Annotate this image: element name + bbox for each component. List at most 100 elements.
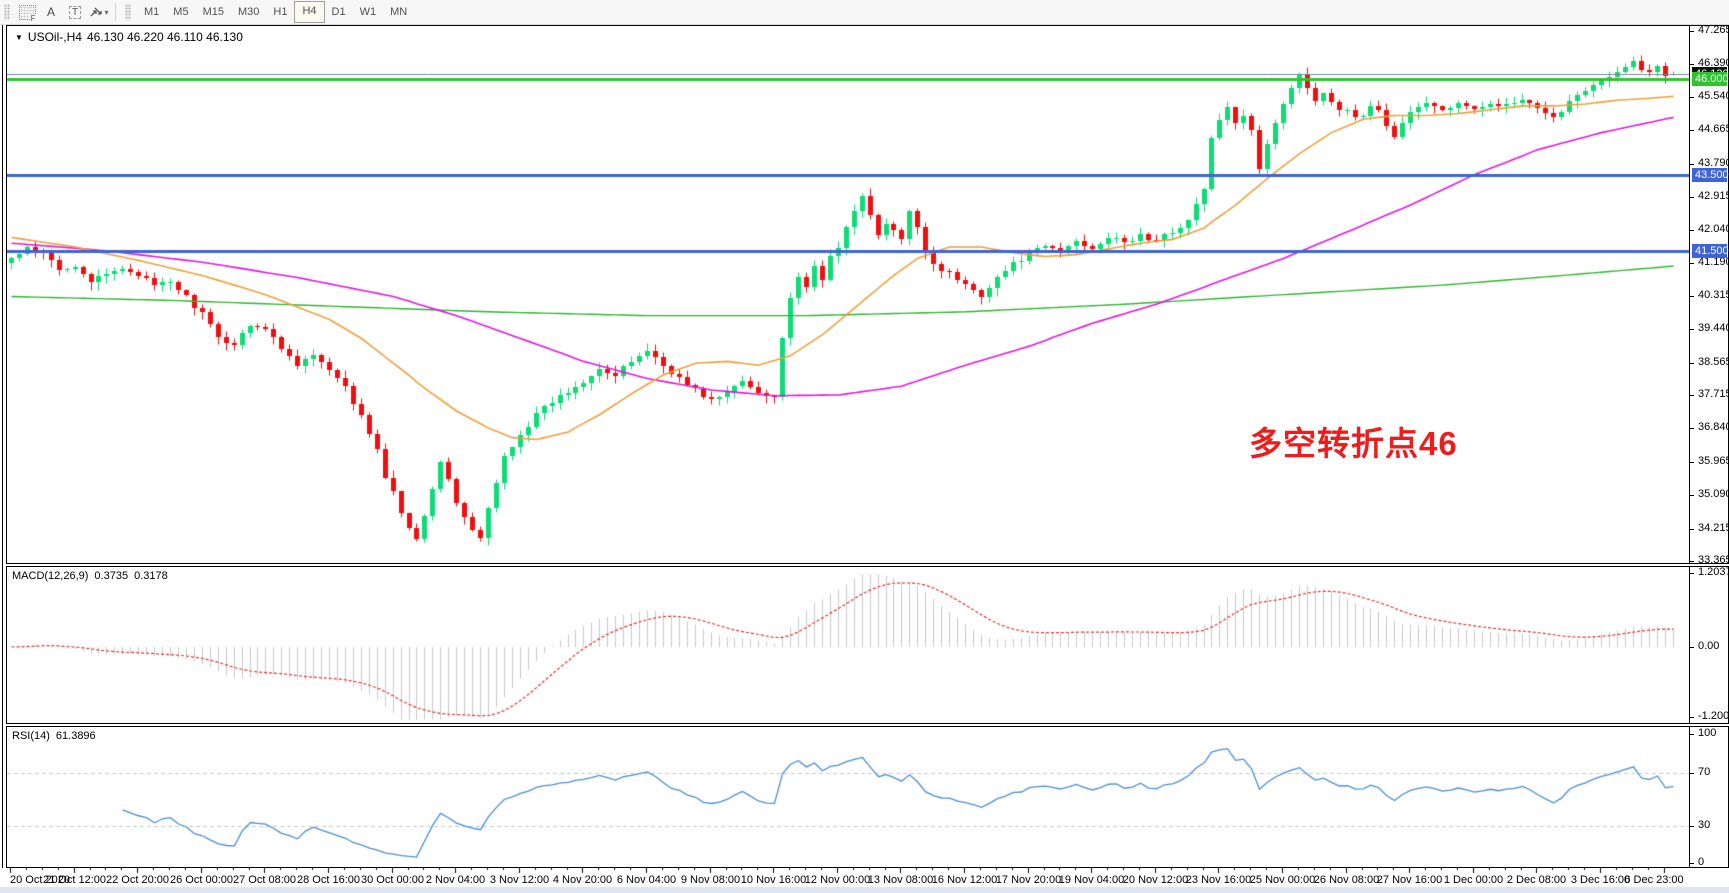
rsi-axis-border (1689, 727, 1690, 867)
dropdown-caret-icon: ▾ (104, 7, 109, 17)
macd-signal-value: 0.3178 (134, 570, 168, 582)
price-tick-mark (1690, 428, 1694, 429)
toolbar-grip[interactable] (4, 4, 10, 20)
rsi-tick-mark (1690, 863, 1694, 864)
rsi-tick-mark (1690, 826, 1694, 827)
price-tick-label: 45.540 (1698, 90, 1729, 102)
price-tick-mark (1690, 296, 1694, 297)
time-tick-label: 9 Nov 08:00 (680, 874, 741, 886)
rsi-indicator-name: RSI(14) (12, 730, 50, 742)
rsi-panel: 100 70 30 0 RSI(14) 61.3896 (6, 726, 1729, 868)
macd-tick-label: -1.2008 (1698, 710, 1729, 722)
macd-tick-mark (1690, 647, 1694, 648)
macd-indicator-name: MACD(12,26,9) (12, 570, 89, 582)
price-tick-label: 47.265 (1698, 24, 1729, 36)
fibonacci-tool-button[interactable]: F (16, 2, 38, 23)
rsi-axis: 100 70 30 0 (1690, 727, 1728, 868)
text-label-tool-button[interactable]: A (40, 2, 62, 22)
timeframe-button-d1[interactable]: D1 (331, 6, 346, 18)
text-label-icon: A (46, 5, 55, 19)
time-tick-label: 21 Oct 12:00 (43, 874, 106, 886)
timeframe-button-h1[interactable]: H1 (273, 6, 288, 18)
timeframe-button-m15[interactable]: M15 (202, 6, 224, 18)
timeframe-button-h4[interactable]: H4 (294, 1, 325, 23)
macd-tick-mark (1690, 717, 1694, 718)
macd-main-value: 0.3735 (94, 570, 129, 582)
price-tick-mark (1690, 31, 1694, 32)
price-axis-border (1689, 26, 1690, 563)
price-tick-mark (1690, 130, 1694, 131)
symbol-dropdown-icon[interactable]: ▼ (15, 32, 23, 42)
price-tick-mark (1690, 164, 1694, 165)
timeframe-button-mn[interactable]: MN (390, 6, 408, 18)
price-tick-label: 36.840 (1698, 421, 1729, 433)
price-tick-mark (1690, 462, 1694, 463)
rsi-tick-label: 100 (1698, 727, 1717, 739)
arrow-tools-button[interactable]: ▾ (88, 2, 110, 22)
fibonacci-icon: F (18, 4, 37, 23)
rsi-canvas[interactable] (7, 727, 1689, 867)
price-tick-mark (1690, 529, 1694, 530)
time-tick-label: 27 Oct 08:00 (233, 874, 296, 886)
price-tick-mark (1690, 230, 1694, 231)
price-tick-label: 35.090 (1698, 488, 1729, 500)
main-price-axis: 47.265 46.390 45.540 44.665 43.790 42.915 42.0… (1690, 24, 1729, 566)
price-tick-mark (1690, 495, 1694, 496)
price-tick-label: 33.365 (1698, 554, 1729, 566)
price-tick-label: 39.440 (1698, 322, 1729, 334)
timeframe-button-m1[interactable]: M1 (144, 6, 160, 18)
time-tick-label: 30 Oct 00:00 (361, 874, 424, 886)
time-tick-label: 28 Oct 16:00 (297, 874, 360, 886)
timeframe-button-m5[interactable]: M5 (173, 6, 189, 18)
level-tag: 43.500 (1692, 168, 1729, 182)
timeframe-button-m30[interactable]: M30 (237, 6, 260, 18)
level-tag: 46.000 (1692, 72, 1729, 86)
price-tick-label: 43.790 (1698, 157, 1729, 169)
rsi-tick-label: 0 (1698, 856, 1705, 868)
time-tick-label: 23 Nov 16:00 (1185, 874, 1252, 886)
timeframe-toolbar: M1 M5 M15 M30 H1 H4 D1 W1 MN (137, 1, 414, 23)
text-tool-button[interactable]: T (64, 2, 86, 22)
time-tick-label: 26 Oct 00:00 (170, 874, 233, 886)
time-tick-label: 20 Nov 12:00 (1122, 874, 1189, 886)
rsi-tick-label: 70 (1698, 766, 1711, 778)
timeframe-toolbar-grip[interactable] (125, 4, 131, 20)
price-tick-mark (1690, 197, 1694, 198)
timeframe-button-w1[interactable]: W1 (359, 6, 377, 18)
macd-axis-border (1689, 567, 1690, 723)
rsi-tick-label: 30 (1698, 819, 1711, 831)
time-tick-label: 16 Nov 12:00 (931, 874, 998, 886)
time-tick-label: 20 Oct 2020 (10, 874, 70, 886)
price-tick-label: 44.665 (1698, 123, 1729, 135)
chart-annotation-text[interactable]: 多空转折点46 (1249, 425, 1458, 462)
arrows-icon (91, 7, 103, 17)
window-bottom-strip (0, 887, 1729, 893)
price-tick-label: 38.565 (1698, 356, 1729, 368)
chart-symbol-timeframe: USOil-,H4 (27, 30, 82, 44)
time-tick-label: 17 Nov 20:00 (995, 874, 1062, 886)
text-icon: T (68, 5, 82, 19)
main-chart-panel: 47.265 46.390 45.540 44.665 43.790 42.915 42.0… (6, 24, 1729, 566)
price-tick-label: 46.390 (1698, 57, 1729, 69)
main-chart-canvas[interactable] (7, 26, 1689, 563)
price-tick-label: 41.190 (1698, 256, 1729, 268)
macd-panel: 1.2037 0.00 -1.2008 MACD(12,26,9) 0.3735 0… (6, 566, 1729, 724)
macd-tick-label: 1.2037 (1698, 566, 1729, 578)
level-tag: 41.500 (1692, 244, 1729, 258)
macd-canvas[interactable] (7, 567, 1689, 723)
top-toolbar: F A T ▾ M1 M5 M15 M30 H1 H4 D1 W1 MN (0, 0, 1729, 25)
price-tick-mark (1690, 97, 1694, 98)
price-tick-label: 34.215 (1698, 522, 1729, 534)
rsi-label-row: RSI(14) 61.3896 (12, 730, 96, 742)
rsi-tick-mark (1690, 773, 1694, 774)
time-tick-label: 6 Dec 23:00 (1624, 874, 1684, 886)
time-tick-label: 27 Nov 16:00 (1376, 874, 1443, 886)
macd-label-row: MACD(12,26,9) 0.3735 0.3178 (12, 570, 168, 582)
price-tick-mark (1690, 561, 1694, 562)
rsi-tick-mark (1690, 734, 1694, 735)
time-tick-label: 4 Nov 20:00 (552, 874, 613, 886)
price-tick-label: 42.915 (1698, 190, 1729, 202)
time-tick-label: 26 Nov 08:00 (1313, 874, 1380, 886)
time-tick-label: 2 Dec 08:00 (1506, 874, 1567, 886)
